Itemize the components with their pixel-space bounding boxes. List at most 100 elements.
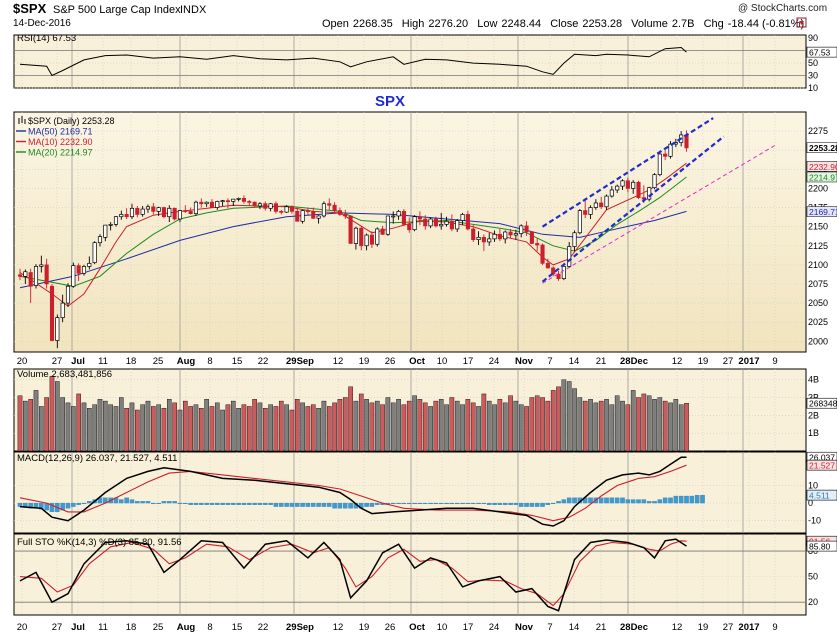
axis-tick-price-2150: 2150 (808, 222, 828, 232)
date-tick: 19 (359, 622, 370, 633)
macd-histogram-bar (343, 502, 348, 509)
rsi-legend: RSI(14) 67.53 (17, 33, 76, 44)
source-watermark: @ StockCharts.com (738, 3, 827, 14)
macd-value-label: 26.037 (809, 453, 835, 463)
volume-legend: Volume 2,683,481,856 (17, 369, 112, 380)
volume-bar (55, 381, 60, 452)
ma20-legend: MA(20) 2214.97 (28, 148, 93, 158)
close-value: 2253.28 (582, 18, 622, 30)
macd-histogram-bar (556, 501, 561, 504)
volume-bar (65, 402, 71, 452)
volume-label: Volume (631, 18, 668, 30)
volume-bar (305, 406, 311, 452)
axis-background (14, 616, 806, 631)
macd-histogram-bar (566, 497, 572, 504)
volume-bar (284, 404, 289, 452)
down-arrow-icon (799, 21, 804, 25)
macd-histogram-bar (609, 497, 615, 504)
macd-histogram-bar (684, 495, 689, 504)
change-box (796, 17, 807, 28)
axis-tick-vol-1: 1B (808, 428, 819, 438)
candle-body (188, 211, 193, 215)
date-tick: 11 (98, 622, 108, 633)
date-tick: 17 (463, 622, 474, 633)
date-tick: 25 (153, 622, 164, 633)
candle-body (348, 215, 353, 244)
chart-date: 14-Dec-2016 (13, 18, 71, 29)
macd-histogram-bar (646, 501, 652, 504)
macd-histogram-bar (215, 502, 220, 505)
volume-bar (556, 386, 561, 452)
candle-body (423, 218, 428, 227)
price-value-box (806, 171, 837, 183)
macd-signal-value-label: 21.527 (809, 461, 835, 471)
candle-body (359, 227, 364, 247)
volume-bar (641, 393, 647, 452)
volume-bar (385, 397, 391, 452)
date-tick: 8 (207, 622, 212, 633)
volume-bar (220, 409, 225, 452)
axis-tick-rsi-50: 50 (808, 58, 818, 68)
volume-bar (540, 397, 545, 452)
macd-histogram-bar (614, 497, 620, 504)
macd-histogram-bar (247, 502, 252, 505)
volume-bar (417, 399, 423, 452)
date-tick: 26 (385, 356, 396, 367)
rsi-value-box (806, 46, 837, 58)
candle-body (449, 220, 454, 230)
macd-panel: -10 0 10 MACD(12,26,9) 26.037, 21.527, 4.51… (13, 451, 837, 534)
volume-bar (572, 388, 577, 452)
volume-bar (44, 397, 49, 452)
candle-body (401, 211, 406, 225)
candle-body (33, 266, 39, 286)
candle-body (636, 181, 641, 198)
macd-histogram-bar (438, 502, 444, 505)
candle-body (28, 272, 33, 287)
candle-body (428, 218, 433, 227)
date-tick: Nov (515, 356, 534, 367)
volume-bar (524, 406, 529, 452)
candle-body (92, 242, 97, 263)
volume-bar (497, 399, 503, 452)
macd-histogram-bar (540, 502, 545, 507)
macd-histogram-bar (71, 502, 76, 507)
volume-bar (529, 397, 535, 452)
macd-histogram-bar (252, 502, 257, 505)
volume-bar (81, 402, 87, 452)
candle-body (156, 207, 161, 212)
candle-body (657, 153, 662, 176)
volume-bar (614, 395, 620, 452)
stochastic-legend: Full STO %K(14,3) %D(3) 85.80, 91.56 (17, 537, 182, 548)
candle-body (508, 231, 513, 236)
macd-histogram-bar (508, 502, 513, 505)
candle-body (140, 208, 145, 215)
candle-body (311, 211, 316, 219)
candle-body (439, 224, 444, 227)
volume-bar (460, 404, 465, 452)
date-tick: Jul (71, 356, 85, 367)
volume-bar (476, 406, 481, 452)
macd-histogram-bar (492, 502, 497, 505)
axis-tick-price-2200: 2200 (808, 183, 828, 193)
volume-bar (380, 404, 385, 452)
candle-body (327, 203, 332, 206)
index-name: S&P 500 Large Cap Index (53, 4, 181, 16)
volume-bar (518, 404, 524, 452)
volume-bar (636, 397, 641, 452)
date-axis-top: 20 27 Jul 11 18 25 Aug 8 15 22 29Sep 12 19 26 Oct 10 17 2… (14, 353, 806, 368)
low-value: 2248.44 (501, 18, 541, 30)
volume-bar (23, 400, 28, 452)
volume-value-box (806, 397, 837, 409)
candle-body (481, 237, 486, 243)
candle-body (17, 274, 23, 277)
candle-body (113, 216, 119, 225)
candle-body (567, 246, 572, 267)
macd-histogram-bar (454, 502, 460, 505)
ohlc-summary: Open 2268.35 High 2276.20 Low 2248.44 Close… (322, 18, 804, 30)
macd-hist-value-box (806, 489, 837, 501)
date-tick: 12 (672, 622, 683, 633)
candle-body (465, 214, 470, 230)
date-tick: 22 (258, 622, 269, 633)
close-label: Close (550, 18, 578, 30)
date-tick: 10 (437, 622, 448, 633)
